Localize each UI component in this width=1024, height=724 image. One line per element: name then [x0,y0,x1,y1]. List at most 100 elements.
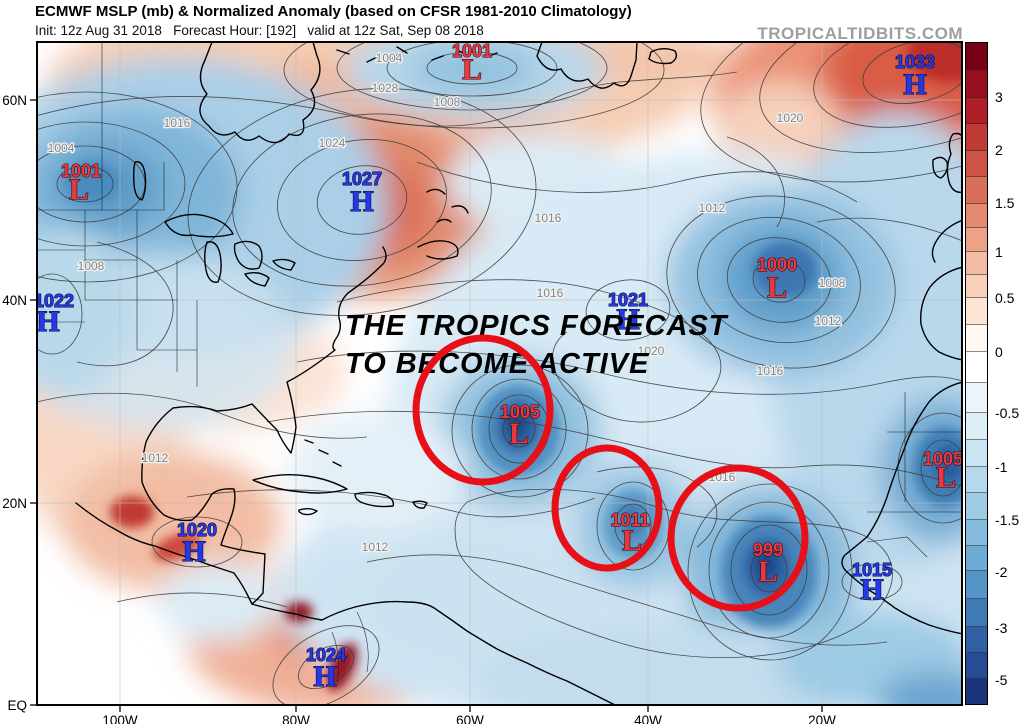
isobar-value-label: 1028 [372,81,399,95]
colorbar-segment [966,227,987,253]
colorbar-tick-label: 2 [995,142,1003,158]
pressure-value: 1000 [757,255,797,275]
colorbar-segment [966,150,987,178]
colorbar-segment [966,352,987,383]
chart-title: ECMWF MSLP (mb) & Normalized Anomaly (ba… [35,3,632,20]
colorbar-segment [966,599,987,628]
contour-labels: 1004 1016 1008 1004 1008 1028 1024 1020 1012 1008… [46,50,847,556]
pressure-value: 1022 [34,291,74,311]
isobar-value-label: 1016 [757,364,784,378]
colorbar-segment [966,70,987,98]
watermark: TROPICALTIDBITS.COM [757,24,963,43]
low-pressure-marker: L [69,173,89,206]
isobar-value-label: 1016 [535,211,562,225]
pressure-value: 999 [753,540,783,560]
colorbar-segment [966,177,987,204]
colorbar-tick-label: 1 [995,244,1003,260]
high-pressure-marker: H [860,573,883,606]
pressure-value: 1020 [177,520,217,540]
lat-axis-label: 60N [2,93,27,108]
isobar-value-label: 1004 [376,51,403,65]
annotation-line1: THE TROPICS FORECAST [345,310,729,342]
pressure-value: 1005 [923,449,963,469]
storm-highlight-circle [412,334,554,486]
colorbar-tick-label: -3 [995,620,1008,636]
chart-subtitle: Init: 12z Aug 31 2018 Forecast Hour: [19… [35,23,484,38]
colorbar-segment [966,382,987,413]
pressure-value: 1005 [500,402,540,422]
colorbar-tick-label: -1 [995,459,1008,475]
low-pressure-marker: L [758,555,778,588]
isobar-value-label: 1012 [142,451,169,465]
colorbar-tick-label: -1.5 [995,512,1020,528]
isobar-value-label: 1008 [434,95,461,109]
anomaly-cores [64,42,962,692]
colorbar-segment [966,679,987,705]
pressure-value: 1024 [306,645,346,665]
high-pressure-marker: H [313,660,336,693]
colorbar-tick-label: -2 [995,564,1008,580]
pressure-value: 1011 [610,510,649,530]
map-frame [36,41,963,706]
annotation-line2: TO BECOME ACTIVE [345,348,650,380]
highlight-circles [412,334,809,612]
colorbar-tick-label: 3 [995,89,1003,105]
colorbar-segment [966,412,987,440]
isobar-value-label: 1012 [362,540,389,554]
colorbar [965,42,988,705]
lon-axis-label: 40W [634,713,662,724]
low-pressure-marker: L [936,461,956,494]
isobar-value-label: 1008 [78,259,105,273]
pressure-value: 1001 [452,41,492,61]
isobar-value-label: 1016 [164,116,191,130]
colorbar-segment [966,252,987,276]
colorbar-segment [966,439,987,467]
isobar-value-label: 1004 [48,141,75,155]
pressure-value: 1027 [342,169,382,189]
coastlines [75,42,962,705]
colorbar-segment [966,519,987,546]
pressure-value: 1033 [895,52,935,72]
isobar-value-label: 1020 [638,344,665,358]
lon-axis-label: 20W [808,713,836,724]
lon-axis-label: 100W [102,713,138,724]
low-pressure-marker: L [509,417,529,450]
isobar-value-label: 1016 [537,286,564,300]
political-borders [37,42,962,683]
lat-axis-label: 20N [2,496,27,511]
high-pressure-marker: H [616,303,639,336]
colorbar-segment [966,203,987,228]
colorbar-segment [966,571,987,600]
isobar-value-label: 1012 [815,314,842,328]
colorbar-tick-label: -5 [995,672,1008,688]
pressure-value: 1021 [608,290,648,310]
graticule [37,42,962,705]
colorbar-segment [966,298,987,326]
lon-axis-label: 80W [282,713,310,724]
colorbar-segment [966,325,987,353]
isobar-value-label: 1012 [699,201,726,215]
colorbar-segment [966,124,987,151]
isobar-value-label: 1020 [777,111,804,125]
colorbar-segment [966,97,987,125]
colorbar-tick-label: 0 [995,344,1003,360]
isobar-value-label: 1008 [819,276,846,290]
colorbar-segment [966,43,987,71]
pressure-value: 1015 [852,560,892,580]
high-pressure-marker: H [36,305,59,338]
colorbar-segment [966,627,987,654]
lat-axis-label: 40N [2,293,27,308]
lon-axis-label: 60W [456,713,484,724]
isobar-value-label: 1024 [319,136,346,150]
high-pressure-marker: H [182,535,205,568]
low-pressure-marker: L [622,524,642,557]
colorbar-segment [966,493,987,520]
colorbar-segment [966,653,987,680]
pressure-centers: 1001L1001L1027H1033H1022H1021H1000L1005L… [34,41,963,694]
high-pressure-marker: H [903,68,926,101]
colorbar-segment [966,545,987,572]
axis-labels: 60N 40N 20N EQ 100W 80W 60W 40W 20W [2,93,836,724]
